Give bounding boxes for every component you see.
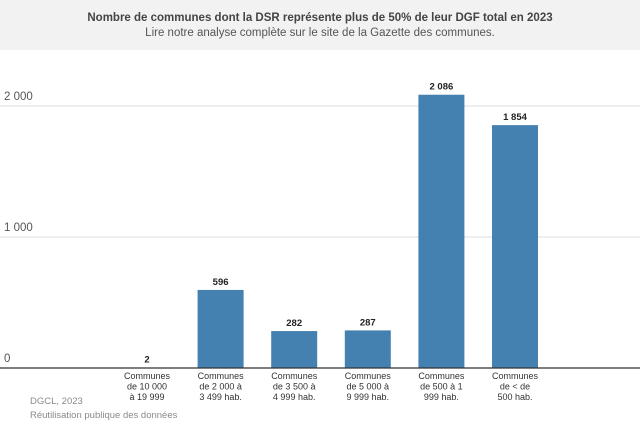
value-label: 1 854 xyxy=(503,112,527,123)
reuse-note: Réutilisation publique des données xyxy=(30,410,178,421)
x-tick-label: 9 999 hab. xyxy=(347,392,390,402)
value-label: 2 086 xyxy=(430,82,454,93)
chart-title: Nombre de communes dont la DSR représent… xyxy=(87,12,553,24)
bar xyxy=(271,331,318,368)
x-tick-label: Communes xyxy=(345,371,392,381)
x-tick-label: 500 hab. xyxy=(497,392,532,402)
x-tick-label: de 10 000 xyxy=(127,382,167,392)
value-label: 2 xyxy=(144,355,149,366)
x-tick-label: de 3 500 à xyxy=(273,382,316,392)
bar xyxy=(492,125,538,368)
x-tick-label: Communes xyxy=(124,371,171,381)
x-tick-label: Communes xyxy=(492,371,539,381)
x-tick-label: de < de xyxy=(500,382,530,392)
x-tick-label: à 19 999 xyxy=(129,392,164,402)
y-tick-label: 1 000 xyxy=(4,222,33,234)
source-note: DGCL, 2023 xyxy=(30,396,83,407)
x-tick-label: de 500 à 1 xyxy=(420,382,463,392)
x-tick-label: Communes xyxy=(198,371,245,381)
value-label: 287 xyxy=(360,317,376,328)
bar xyxy=(418,94,465,368)
bar xyxy=(197,289,244,368)
value-label: 596 xyxy=(213,277,229,288)
value-label: 282 xyxy=(286,318,302,329)
chart-footer: DGCL, 2023 Réutilisation publique des do… xyxy=(30,395,177,423)
x-tick-label: Communes xyxy=(271,371,318,381)
x-tick-label: Communes xyxy=(418,371,465,381)
bar xyxy=(344,330,391,368)
y-tick-label: 2 000 xyxy=(4,91,33,103)
x-tick-label: 4 999 hab. xyxy=(273,392,316,402)
chart-subtitle: Lire notre analyse complète sur le site … xyxy=(145,27,495,39)
chart-header: Nombre de communes dont la DSR représent… xyxy=(0,0,640,50)
y-tick-label: 0 xyxy=(4,353,10,365)
x-tick-label: 999 hab. xyxy=(424,392,459,402)
x-tick-label: de 2 000 à xyxy=(199,382,242,392)
x-tick-label: de 5 000 à xyxy=(347,382,390,392)
x-tick-label: 3 499 hab. xyxy=(199,392,242,402)
